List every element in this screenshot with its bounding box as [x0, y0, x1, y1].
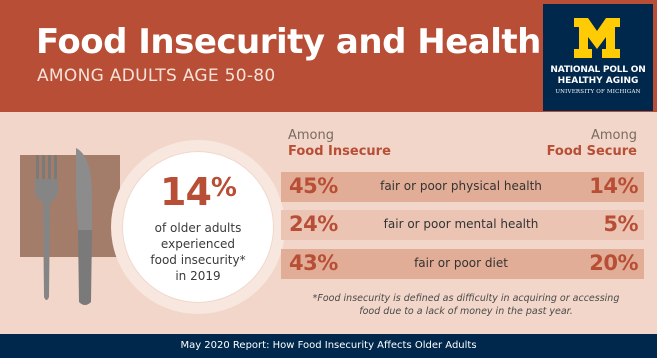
- footer-bar: May 2020 Report: How Food Insecurity Aff…: [0, 334, 657, 358]
- stat-label: fair or poor physical health: [380, 179, 542, 193]
- footnote-line1: *Food insecurity is defined as difficult…: [312, 293, 620, 304]
- stat-row-physical-health: 45% fair or poor physical health 14%: [281, 172, 644, 202]
- food-secure-percent: 14%: [589, 174, 638, 198]
- plate-text-line1: of older adults: [154, 221, 242, 235]
- page-title: Food Insecurity and Health: [36, 22, 541, 62]
- plate-center: 14% of older adults experienced food ins…: [122, 151, 274, 303]
- block-m-logo-icon: [574, 18, 620, 58]
- stat-label: fair or poor mental health: [383, 217, 539, 231]
- stat-row-mental-health: 24% fair or poor mental health 5%: [281, 210, 644, 240]
- logo-text-line1: NATIONAL POLL ON: [550, 65, 646, 75]
- stat-row-diet: 43% fair or poor diet 20%: [281, 249, 644, 279]
- plate-text-line3: food insecurity*: [150, 253, 246, 267]
- footnote-line2: food due to a lack of money in the past …: [359, 306, 573, 317]
- poll-logo: NATIONAL POLL ON HEALTHY AGING UNIVERSIT…: [543, 4, 653, 111]
- food-insecure-percent: 45%: [289, 174, 338, 198]
- footnote: *Food insecurity is defined as difficult…: [280, 292, 652, 318]
- fork-icon: [35, 155, 58, 300]
- column-header-group: Food Insecure: [288, 144, 391, 159]
- column-header-among: Among: [288, 128, 335, 143]
- footer-report-title: May 2020 Report: How Food Insecurity Aff…: [180, 340, 477, 351]
- food-secure-percent: 20%: [589, 251, 638, 275]
- food-secure-percent: 5%: [603, 212, 638, 236]
- logo-text-line3: UNIVERSITY OF MICHIGAN: [555, 89, 641, 95]
- page-subtitle: AMONG ADULTS AGE 50-80: [37, 66, 276, 86]
- stat-label: fair or poor diet: [414, 256, 508, 270]
- column-header-among: Among: [590, 128, 637, 143]
- logo-text-line2: HEALTHY AGING: [557, 76, 639, 86]
- plate: 14% of older adults experienced food ins…: [111, 140, 285, 314]
- knife-icon: [76, 148, 92, 305]
- headline-percent: 14%: [160, 170, 237, 214]
- column-header-food-secure: Among Food Secure: [547, 128, 637, 160]
- plate-text-line4: in 2019: [175, 269, 221, 283]
- food-insecure-percent: 43%: [289, 251, 338, 275]
- plate-text-line2: experienced: [160, 237, 236, 251]
- column-header-group: Food Secure: [546, 144, 637, 159]
- column-header-food-insecure: Among Food Insecure: [288, 128, 391, 160]
- food-insecure-percent: 24%: [289, 212, 338, 236]
